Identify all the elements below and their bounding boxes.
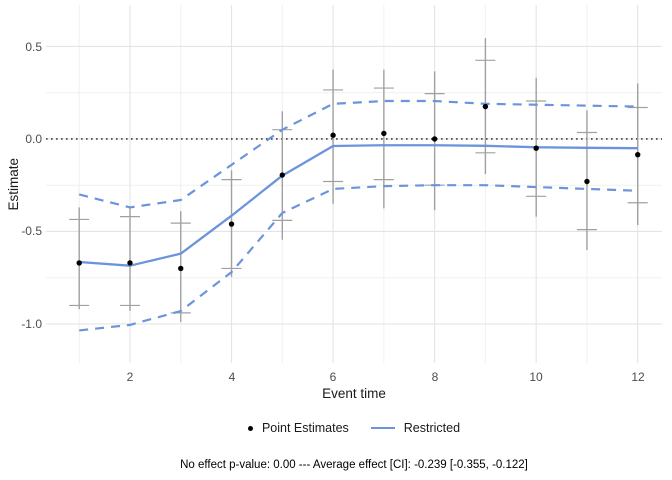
point-estimate (76, 260, 82, 266)
point-estimate (279, 172, 286, 178)
x-tick-label: 4 (228, 370, 236, 384)
point-estimate (178, 265, 184, 272)
legend: Point Estimates Restricted (36, 421, 672, 435)
point-estimate (228, 221, 235, 227)
y-tick-label: 0.0 (25, 132, 42, 146)
legend-label: Restricted (403, 421, 461, 435)
x-tick-label: 2 (126, 370, 134, 384)
point-estimate (584, 178, 590, 185)
point-estimate (330, 132, 336, 138)
point-estimate (533, 145, 539, 151)
y-tick-label: -0.5 (21, 224, 42, 238)
point-estimate (127, 260, 133, 266)
x-tick-label: 6 (329, 370, 337, 384)
point-estimate (635, 151, 641, 158)
x-tick-label: 8 (431, 370, 439, 384)
y-axis-title: Estimate (6, 157, 21, 211)
restricted-ci-dashed-line (79, 184, 638, 332)
x-tick-label: 10 (529, 370, 543, 384)
x-axis-title: Event time (322, 386, 386, 401)
stats-caption: No effect p-value: 0.00 --- Average effe… (180, 459, 528, 471)
point-marker-icon (247, 425, 253, 431)
x-tick-label: 12 (631, 370, 645, 384)
restricted-ci-dashed-line (78, 99, 638, 209)
legend-item-point-estimates: Point Estimates (247, 421, 349, 435)
legend-label: Point Estimates (261, 421, 349, 435)
y-tick-label: 0.5 (25, 40, 42, 54)
y-tick-label: -1.0 (21, 317, 42, 331)
point-estimate (482, 103, 489, 110)
legend-item-restricted: Restricted (370, 421, 461, 435)
point-estimate (431, 136, 438, 142)
line-marker-icon (370, 427, 395, 429)
point-estimate (381, 130, 387, 137)
restricted-line (79, 144, 638, 267)
